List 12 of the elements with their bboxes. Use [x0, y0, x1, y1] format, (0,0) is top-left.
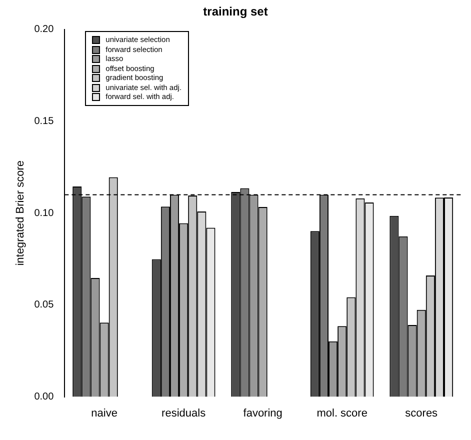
x-tick-label: scores: [405, 407, 438, 420]
y-tick-label: 0.15: [34, 116, 54, 127]
x-tick-label: mol. score: [316, 407, 368, 420]
y-tick-label: 0.05: [34, 300, 54, 311]
y-tick-label: 0.10: [34, 208, 54, 219]
x-tick-label: favoring: [243, 407, 282, 420]
x-tick-label: residuals: [162, 407, 206, 420]
y-tick-label: 0.20: [34, 24, 54, 36]
y-tick-label: 0.00: [34, 392, 54, 403]
y-axis-title: integrated Brier score: [14, 160, 27, 266]
chart-title: training set: [203, 4, 268, 19]
x-tick-label: naive: [91, 407, 118, 420]
